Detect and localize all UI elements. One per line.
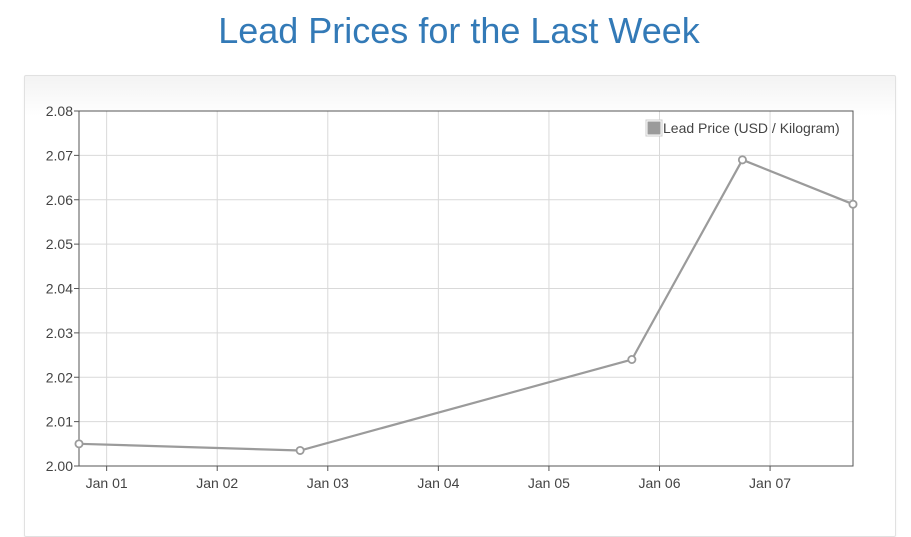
legend-label: Lead Price (USD / Kilogram): [663, 120, 840, 136]
x-tick-label: Jan 04: [417, 475, 459, 491]
y-tick-label: 2.03: [46, 325, 73, 341]
x-tick-label: Jan 01: [86, 475, 128, 491]
legend[interactable]: Lead Price (USD / Kilogram): [645, 119, 840, 137]
plot-frame: [78, 110, 854, 467]
data-point[interactable]: [848, 199, 858, 209]
series-layer: [74, 155, 858, 455]
legend-swatch: [646, 120, 662, 136]
y-tick-label: 2.00: [46, 458, 73, 474]
legend-swatch-border: [645, 119, 663, 137]
x-tick-label: Jan 02: [196, 475, 238, 491]
axis-layer: 2.00 2.01 2.02 2.03 2.04 2.05 2.06 2.07 2.08 Jan …: [46, 103, 854, 491]
y-tick-label: 2.04: [46, 281, 73, 297]
y-tick-label: 2.02: [46, 369, 73, 385]
data-point[interactable]: [627, 354, 637, 364]
grid-layer: [79, 110, 853, 467]
x-tick-label: Jan 06: [638, 475, 680, 491]
y-tick-label: 2.06: [46, 192, 73, 208]
y-tick-label: 2.07: [46, 147, 73, 163]
x-tick-label: Jan 05: [528, 475, 570, 491]
series-line: [78, 158, 854, 452]
line-chart: 2.00 2.01 2.02 2.03 2.04 2.05 2.06 2.07 2.08 Jan …: [46, 103, 858, 491]
data-point[interactable]: [295, 445, 305, 455]
x-tick-label: Jan 03: [307, 475, 349, 491]
y-tick-label: 2.08: [46, 103, 73, 119]
y-tick-label: 2.01: [46, 414, 73, 430]
chart-panel: 2.00 2.01 2.02 2.03 2.04 2.05 2.06 2.07 2.08 Jan …: [24, 75, 896, 537]
page-title: Lead Prices for the Last Week: [218, 10, 700, 51]
y-tick-label: 2.05: [46, 236, 73, 252]
data-point[interactable]: [74, 439, 84, 449]
data-point[interactable]: [737, 155, 747, 165]
x-tick-label: Jan 07: [749, 475, 791, 491]
